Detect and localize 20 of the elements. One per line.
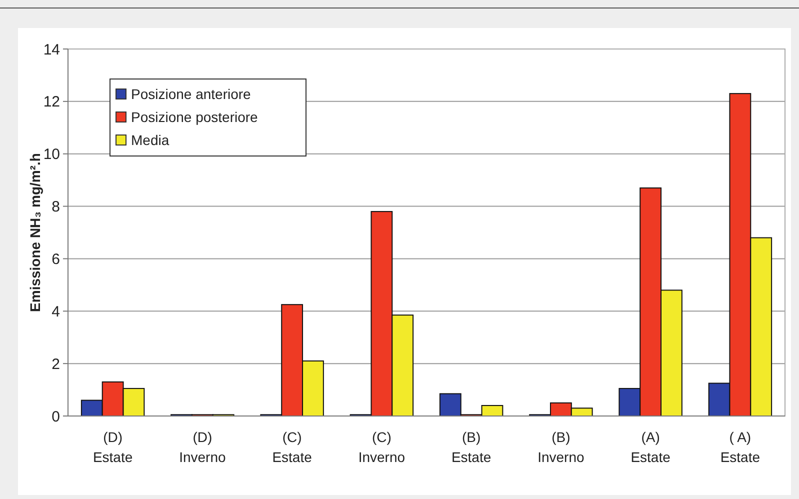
y-tick-label: 10 [43,146,60,164]
y-tick-label: 6 [52,250,60,268]
x-tick-label: (C) Estate [272,429,312,465]
x-tick-label: ( A) Estate [720,429,760,465]
y-tick-label: 0 [52,408,60,426]
y-axis-title: Emissione NH₃ mg/m².h [27,153,43,312]
x-tick-label: (B) Inverno [538,429,584,465]
y-tick-label: 4 [52,303,60,320]
x-tick-label: (D) Inverno [179,429,226,465]
legend-label: Posizione posteriore [131,108,258,125]
legend-label: Posizione anteriore [131,86,252,102]
y-tick-label: 8 [52,198,60,216]
legend-label: Media [131,132,170,148]
x-tick-label: (C) Inverno [358,429,406,465]
x-tick-label: (D) Estate [92,429,133,465]
y-tick-label: 2 [52,356,60,373]
x-tick-label: (A) Estate [630,429,671,465]
y-tick-label: 14 [43,41,60,58]
x-tick-label: (B) Estate [451,429,492,465]
y-tick-label: 12 [43,94,60,111]
